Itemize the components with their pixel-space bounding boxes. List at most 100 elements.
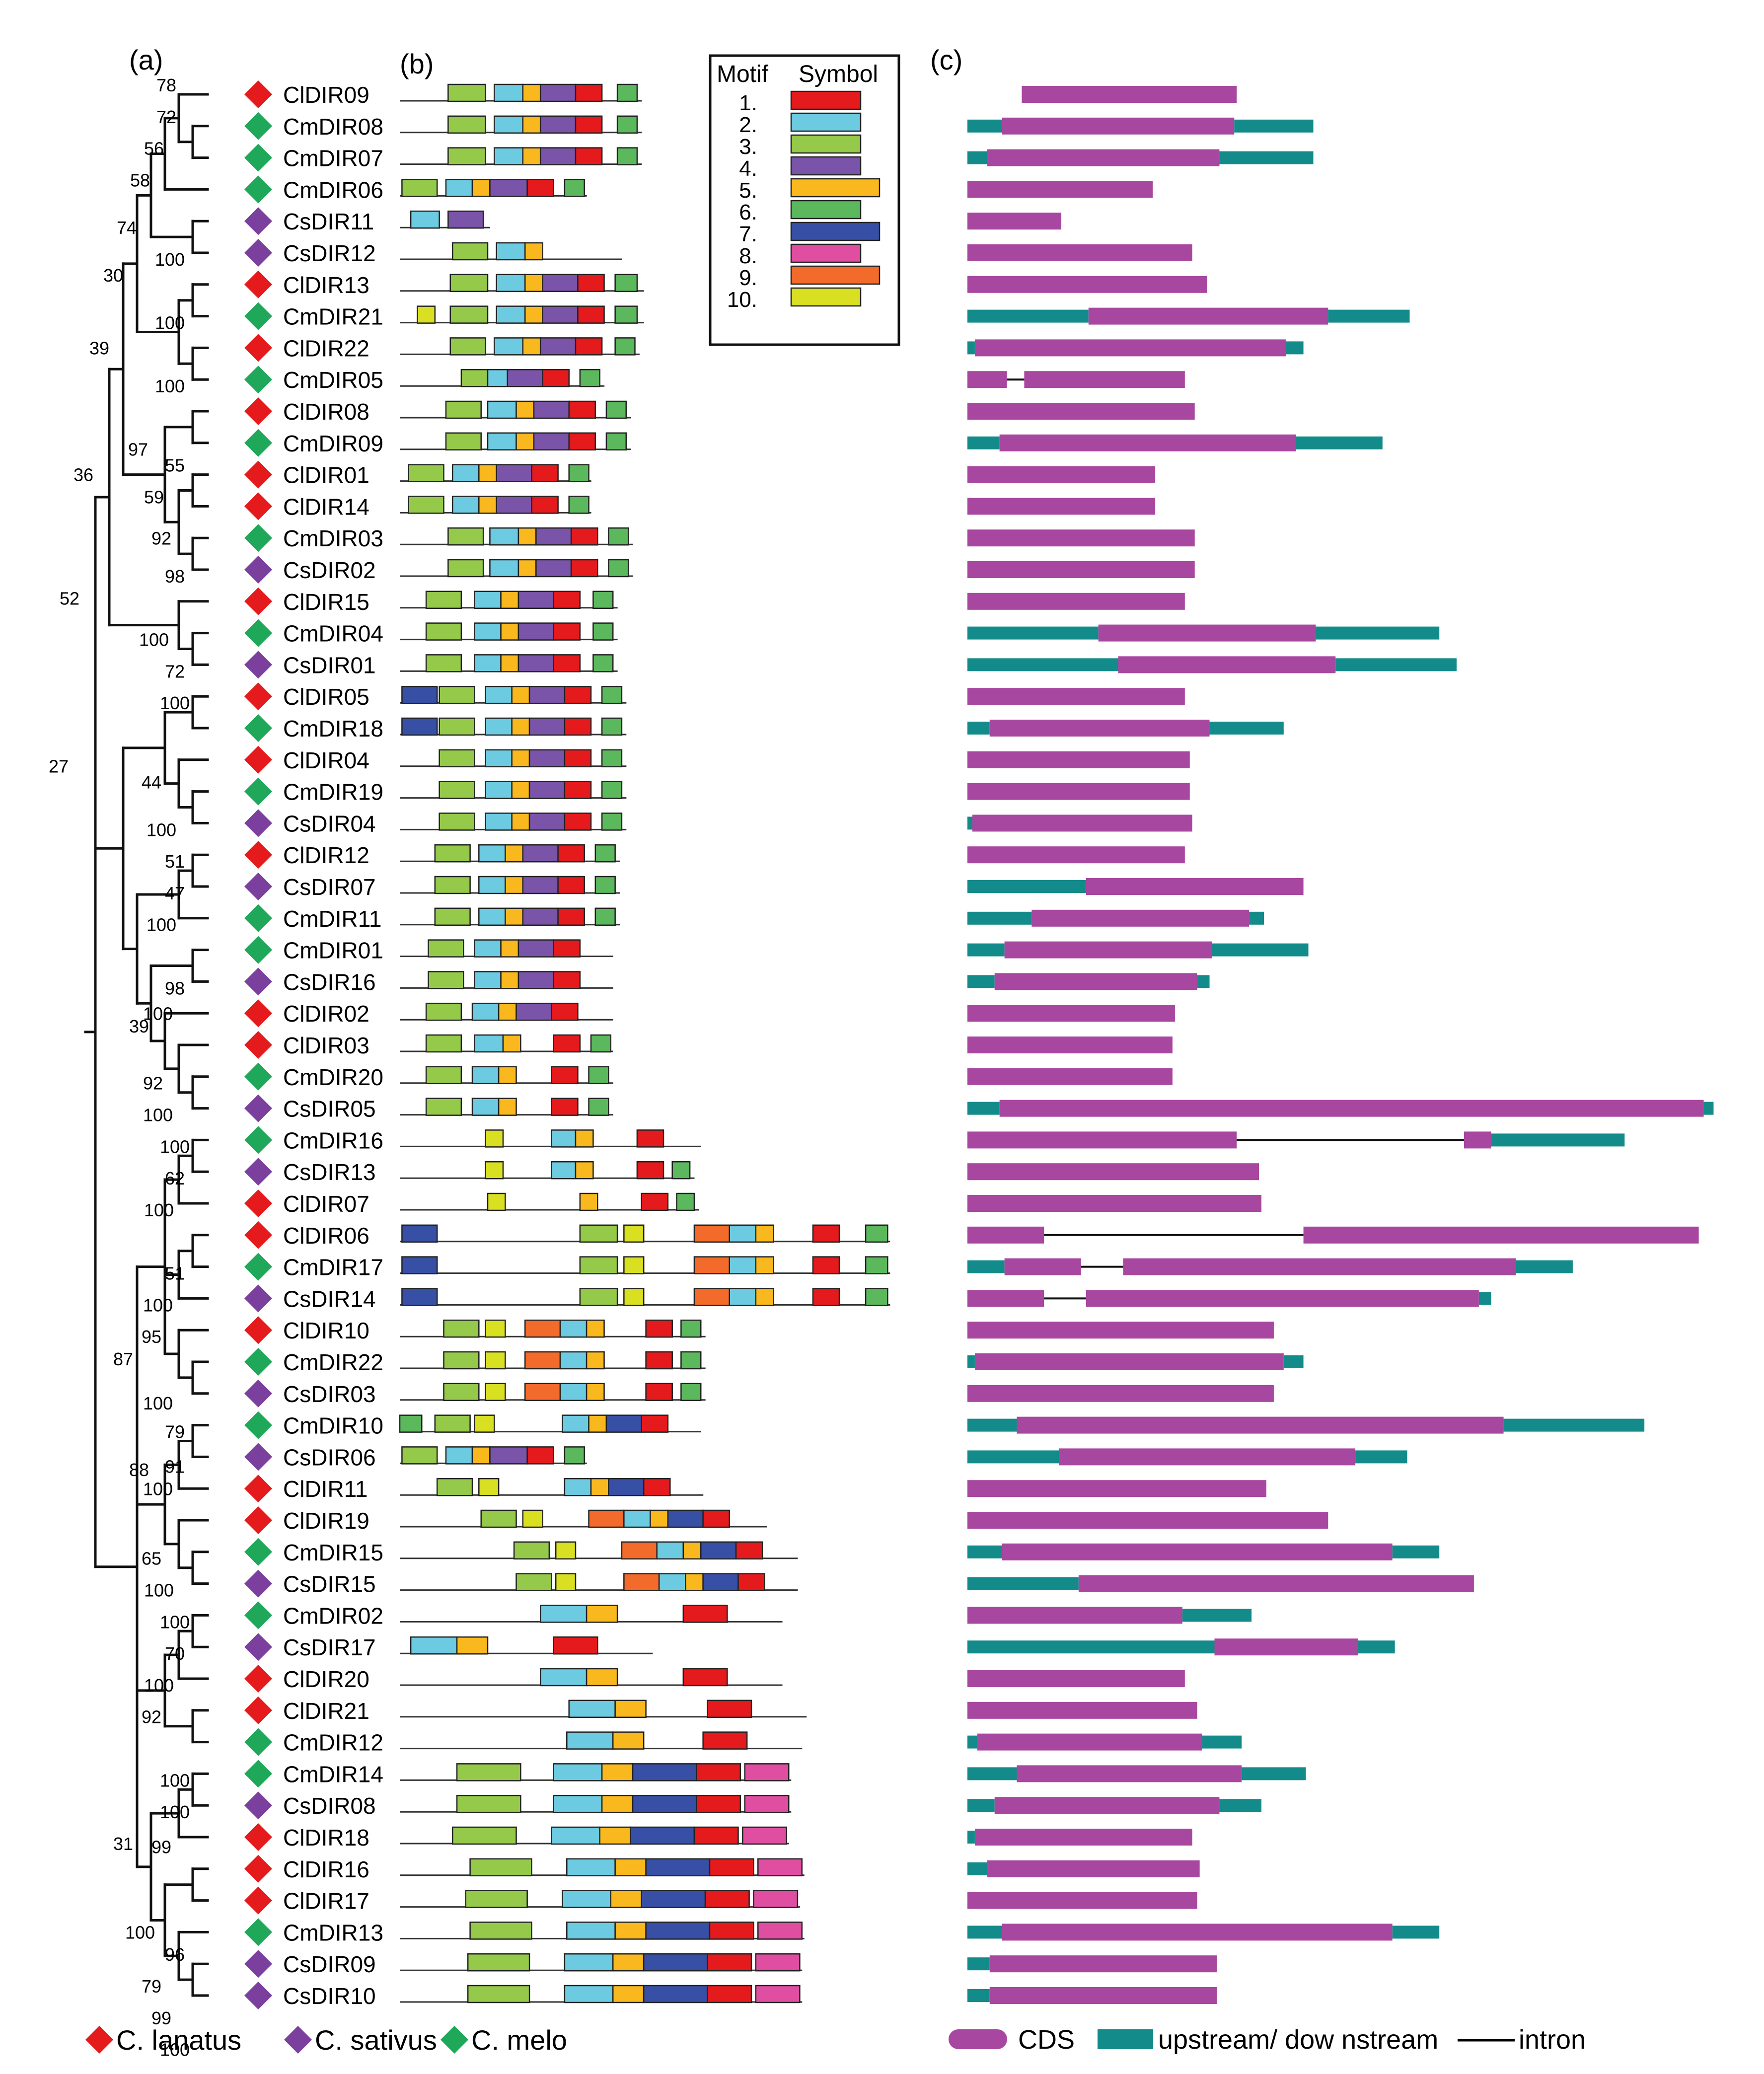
utr-cmdir02-1: [1182, 1609, 1252, 1622]
motif-1-box-cldir01-4: [531, 464, 559, 482]
motif-3-box-cmdir06-0: [401, 179, 438, 197]
bootstrap-value-34: 51: [165, 1263, 185, 1284]
gene-name-csdir16: CsDIR16: [283, 969, 376, 995]
bootstrap-value-31: 100: [160, 1136, 190, 1157]
cds-csdir16-1: [994, 973, 1197, 990]
motif-legend-swatch-2: [790, 112, 862, 132]
motif-5-box-cmdir16-2: [575, 1129, 594, 1148]
cds-cldir10-0: [967, 1322, 1274, 1339]
cds-cmdir22-1: [974, 1353, 1284, 1370]
utr-cmdir16-3: [1491, 1133, 1625, 1147]
motif-2-box-cldir22-1: [494, 337, 524, 356]
gene-name-cldir20: ClDIR20: [283, 1666, 369, 1692]
motif-5-box-cldir09-2: [522, 83, 541, 102]
species-marker-csdir13: [244, 1158, 272, 1186]
motif-5-box-cldir01-2: [478, 464, 497, 482]
gene-name-csdir01: CsDIR01: [283, 652, 376, 678]
motif-3-box-cmdir11-0: [434, 907, 471, 926]
motif-2-box-cmdir19-1: [485, 781, 513, 799]
motif-2-box-csdir15-3: [658, 1573, 686, 1591]
motif-3-box-csdir04-0: [439, 813, 475, 831]
species-marker-cldir11: [244, 1475, 272, 1503]
utr-cmdir04-0: [967, 626, 1099, 640]
motif-1-box-cmdir02-2: [682, 1605, 728, 1623]
gene-name-cldir13: ClDIR13: [283, 272, 369, 298]
motif-2-box-csdir03-3: [559, 1383, 588, 1402]
species-marker-csdir01: [244, 651, 272, 679]
motif-4-box-cmdir09-3: [533, 432, 570, 451]
motif-6-box-cldir07-3: [676, 1192, 695, 1211]
utr-cmdir14-0: [967, 1767, 1017, 1780]
motif-2-box-cmdir06-1: [445, 179, 473, 197]
gene-name-csdir03: CsDIR03: [283, 1381, 376, 1407]
motif-4-box-cmdir11-3: [522, 907, 559, 926]
gene-name-cmdir06: CmDIR06: [283, 177, 383, 203]
motif-2-box-cldir13-1: [496, 274, 526, 293]
gene-name-cldir21: ClDIR21: [283, 1698, 369, 1724]
motif-10-box-csdir15-1: [555, 1573, 577, 1591]
motif-4-box-cmdir18-4: [528, 717, 566, 736]
cds-csdir02-0: [967, 561, 1195, 578]
motif-10-box-cldir07-0: [487, 1192, 506, 1211]
motif-legend-number-3: 3.: [739, 135, 757, 159]
species-markers: [244, 80, 272, 2009]
motif-5-box-cmdir03-2: [517, 527, 537, 546]
cds-cldir08-0: [967, 403, 1195, 420]
motif-3-box-cmdir17-1: [579, 1256, 618, 1274]
gene-name-cmdir01: CmDIR01: [283, 938, 383, 963]
bootstrap-value-45: 100: [160, 1612, 190, 1632]
bootstrap-value-17: 100: [139, 630, 169, 650]
utr-csdir10-0: [967, 1989, 990, 2002]
panel-label-a: (a): [129, 44, 163, 75]
motif-1-box-cmdir15-6: [735, 1541, 763, 1560]
motif-2-box-cmdir01-1: [474, 939, 502, 958]
bootstrap-value-35: 100: [143, 1295, 173, 1315]
motif-1-box-csdir15-6: [737, 1573, 765, 1591]
utr-cmdir18-0: [967, 722, 990, 735]
motif-5-box-csdir06-2: [471, 1446, 491, 1465]
motif-2-box-cmdir05-1: [487, 369, 509, 387]
utr-cmdir17-4: [1516, 1260, 1573, 1273]
gene-names: ClDIR09 CmDIR08 CmDIR07 CmDIR06 CsDIR11 CsDIR…: [283, 82, 383, 2009]
bootstrap-value-38: 100: [143, 1393, 173, 1413]
motif-1-box-cmdir19-4: [564, 781, 592, 799]
motif-7-box-csdir08-3: [632, 1794, 697, 1813]
utr-cmdir10-0: [967, 1418, 1017, 1432]
motif-4-box-cldir14-3: [496, 496, 532, 514]
cds-cldir02-0: [967, 1005, 1175, 1022]
motif-legend-swatch-5: [790, 178, 881, 198]
cds-cmdir05-2: [1024, 371, 1185, 388]
gene-name-cmdir17: CmDIR17: [283, 1255, 383, 1280]
utr-csdir16-2: [1197, 975, 1210, 988]
cds-csdir14-2: [1086, 1290, 1479, 1307]
utr-cmdir09-0: [967, 436, 1000, 449]
motif-6-box-cmdir05-4: [579, 369, 600, 387]
motif-3-box-csdir01-0: [425, 654, 462, 672]
cds-cmdir03-0: [967, 529, 1195, 547]
species-marker-cmdir15: [244, 1538, 272, 1566]
legend-cds-label: CDS: [1018, 2025, 1075, 2055]
motif-3-box-csdir08-0: [456, 1794, 521, 1813]
bootstrap-value-49: 100: [160, 1770, 190, 1790]
species-marker-cmdir02: [244, 1601, 272, 1630]
motif-5-box-csdir07-2: [505, 876, 524, 894]
species-marker-csdir17: [244, 1633, 272, 1661]
motif-4-box-cmdir01-3: [517, 939, 554, 958]
motif-4-box-csdir16-3: [517, 971, 554, 989]
motif-5-box-cmdir15-4: [682, 1541, 702, 1560]
motif-6-box-cldir03-4: [590, 1034, 612, 1053]
motif-5-box-cmdir11-2: [505, 907, 524, 926]
cds-cmdir12-1: [977, 1733, 1202, 1751]
gene-name-csdir05: CsDIR05: [283, 1096, 376, 1122]
motif-legend-header-motif: Motif: [717, 61, 769, 87]
bootstrap-value-5: 100: [155, 249, 185, 270]
gene-name-cmdir05: CmDIR05: [283, 367, 383, 393]
bootstrap-value-1: 72: [156, 107, 176, 127]
motif-1-box-cldir07-2: [641, 1192, 669, 1211]
utr-cmdir01-0: [967, 943, 1005, 957]
motif-1-box-csdir08-4: [696, 1794, 741, 1813]
cds-cmdir08-1: [1002, 117, 1235, 135]
species-marker-cldir03: [244, 1031, 272, 1059]
cds-csdir08-1: [994, 1797, 1220, 1814]
bootstrap-value-47: 100: [144, 1675, 174, 1696]
